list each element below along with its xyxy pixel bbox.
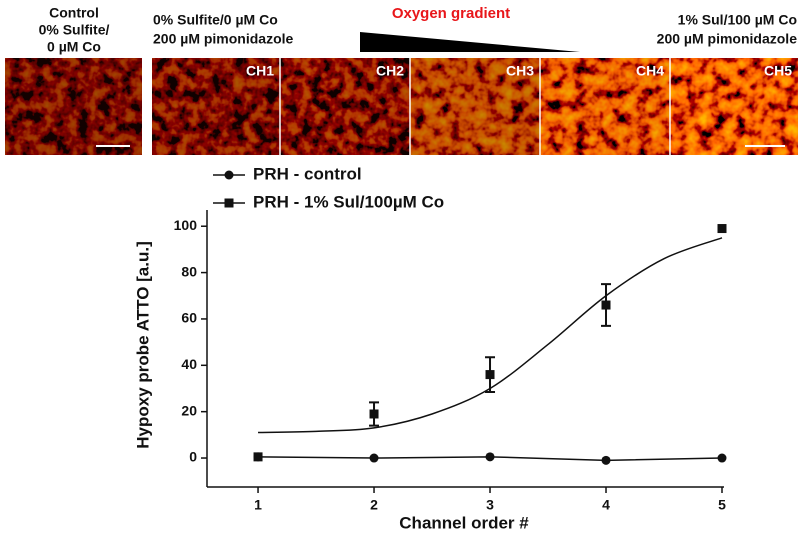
data-point xyxy=(717,224,727,234)
panel-label: 0% Sulfite/0 µM Co xyxy=(153,12,278,28)
y-tick-label: 100 xyxy=(174,217,198,233)
image-ch5 xyxy=(670,58,798,155)
data-point xyxy=(601,300,611,310)
channel-label: CH2 xyxy=(376,63,404,79)
panel-dividers xyxy=(279,58,671,155)
data-point xyxy=(485,370,495,380)
image-control xyxy=(5,58,142,155)
panel-label: Control xyxy=(49,5,99,21)
gradient-label: Oxygen gradient xyxy=(392,5,510,22)
x-tick-label: 4 xyxy=(602,497,610,513)
legend-label: PRH - control xyxy=(253,164,362,183)
panel-label: 1% Sul/100 µM Co xyxy=(678,12,797,28)
channel-label: CH4 xyxy=(636,63,664,79)
x-tick-label: 1 xyxy=(254,497,262,513)
image-ch1 xyxy=(152,58,280,155)
x-tick-label: 5 xyxy=(718,497,726,513)
legend-label: PRH - 1% Sul/100µM Co xyxy=(253,192,444,211)
image-ch2 xyxy=(280,58,410,155)
y-tick-label: 20 xyxy=(181,402,197,418)
panel-label: 0 µM Co xyxy=(47,39,101,55)
legend-marker xyxy=(224,170,234,180)
image-ch3 xyxy=(410,58,540,155)
channel-label: CH3 xyxy=(506,63,534,79)
y-tick-label: 40 xyxy=(181,356,197,372)
data-point xyxy=(717,453,727,463)
data-point xyxy=(369,409,379,419)
data-point xyxy=(601,455,611,465)
y-tick-label: 80 xyxy=(181,263,197,279)
channel-label: CH5 xyxy=(764,63,792,79)
legend-marker xyxy=(224,198,234,208)
micrographs xyxy=(5,32,798,155)
y-tick-label: 0 xyxy=(189,449,197,465)
image-ch4 xyxy=(540,58,670,155)
gradient-wedge xyxy=(360,32,580,52)
x-tick-label: 3 xyxy=(486,497,494,513)
data-point xyxy=(369,453,379,463)
panel-label: 0% Sulfite/ xyxy=(39,22,110,38)
fit-curve xyxy=(258,237,723,434)
x-tick-label: 2 xyxy=(370,497,378,513)
panel-label: 200 µM pimonidazole xyxy=(657,31,798,47)
channel-label: CH1 xyxy=(246,63,274,79)
y-axis-label: Hypoxy probe ATTO [a.u.] xyxy=(133,241,152,448)
x-axis-label: Channel order # xyxy=(399,513,529,532)
data-point xyxy=(253,452,263,462)
y-tick-label: 60 xyxy=(181,310,197,326)
panel-label: 200 µM pimonidazole xyxy=(153,31,294,47)
data-point xyxy=(485,452,495,462)
